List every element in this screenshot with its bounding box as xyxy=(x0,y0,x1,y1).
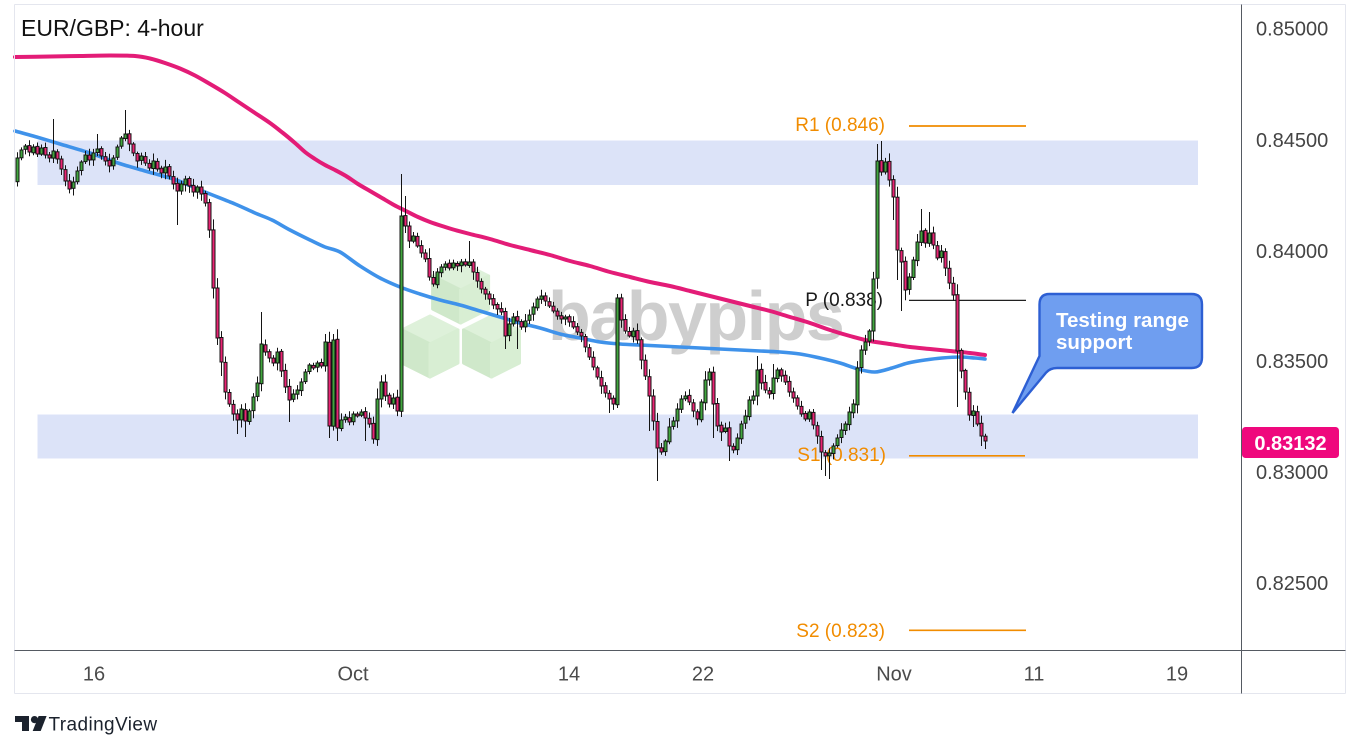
svg-text:0.85000: 0.85000 xyxy=(1256,19,1328,41)
svg-text:Testing range: Testing range xyxy=(1056,309,1189,332)
svg-text:16: 16 xyxy=(83,664,105,686)
svg-text:0.82500: 0.82500 xyxy=(1256,573,1328,595)
svg-text:Oct: Oct xyxy=(337,664,369,686)
svg-text:0.83132: 0.83132 xyxy=(1254,433,1326,455)
svg-text:S2 (0.823): S2 (0.823) xyxy=(796,621,885,642)
svg-text:0.84500: 0.84500 xyxy=(1256,130,1328,152)
svg-text:22: 22 xyxy=(692,664,714,686)
svg-text:R1 (0.846): R1 (0.846) xyxy=(795,115,885,136)
svg-text:0.83000: 0.83000 xyxy=(1256,462,1328,484)
svg-text:babypips: babypips xyxy=(548,277,843,355)
svg-text:P (0.838): P (0.838) xyxy=(805,290,883,311)
svg-text:Nov: Nov xyxy=(876,664,912,686)
svg-text:0.84000: 0.84000 xyxy=(1256,241,1328,263)
svg-text:S1 (0.831): S1 (0.831) xyxy=(797,445,886,466)
svg-text:0.83500: 0.83500 xyxy=(1256,351,1328,373)
svg-text:support: support xyxy=(1056,331,1132,354)
svg-text:EUR/GBP: 4-hour: EUR/GBP: 4-hour xyxy=(21,15,204,41)
svg-text:TradingView: TradingView xyxy=(49,715,158,736)
svg-text:14: 14 xyxy=(558,664,580,686)
svg-text:19: 19 xyxy=(1166,664,1188,686)
svg-text:11: 11 xyxy=(1024,664,1045,686)
